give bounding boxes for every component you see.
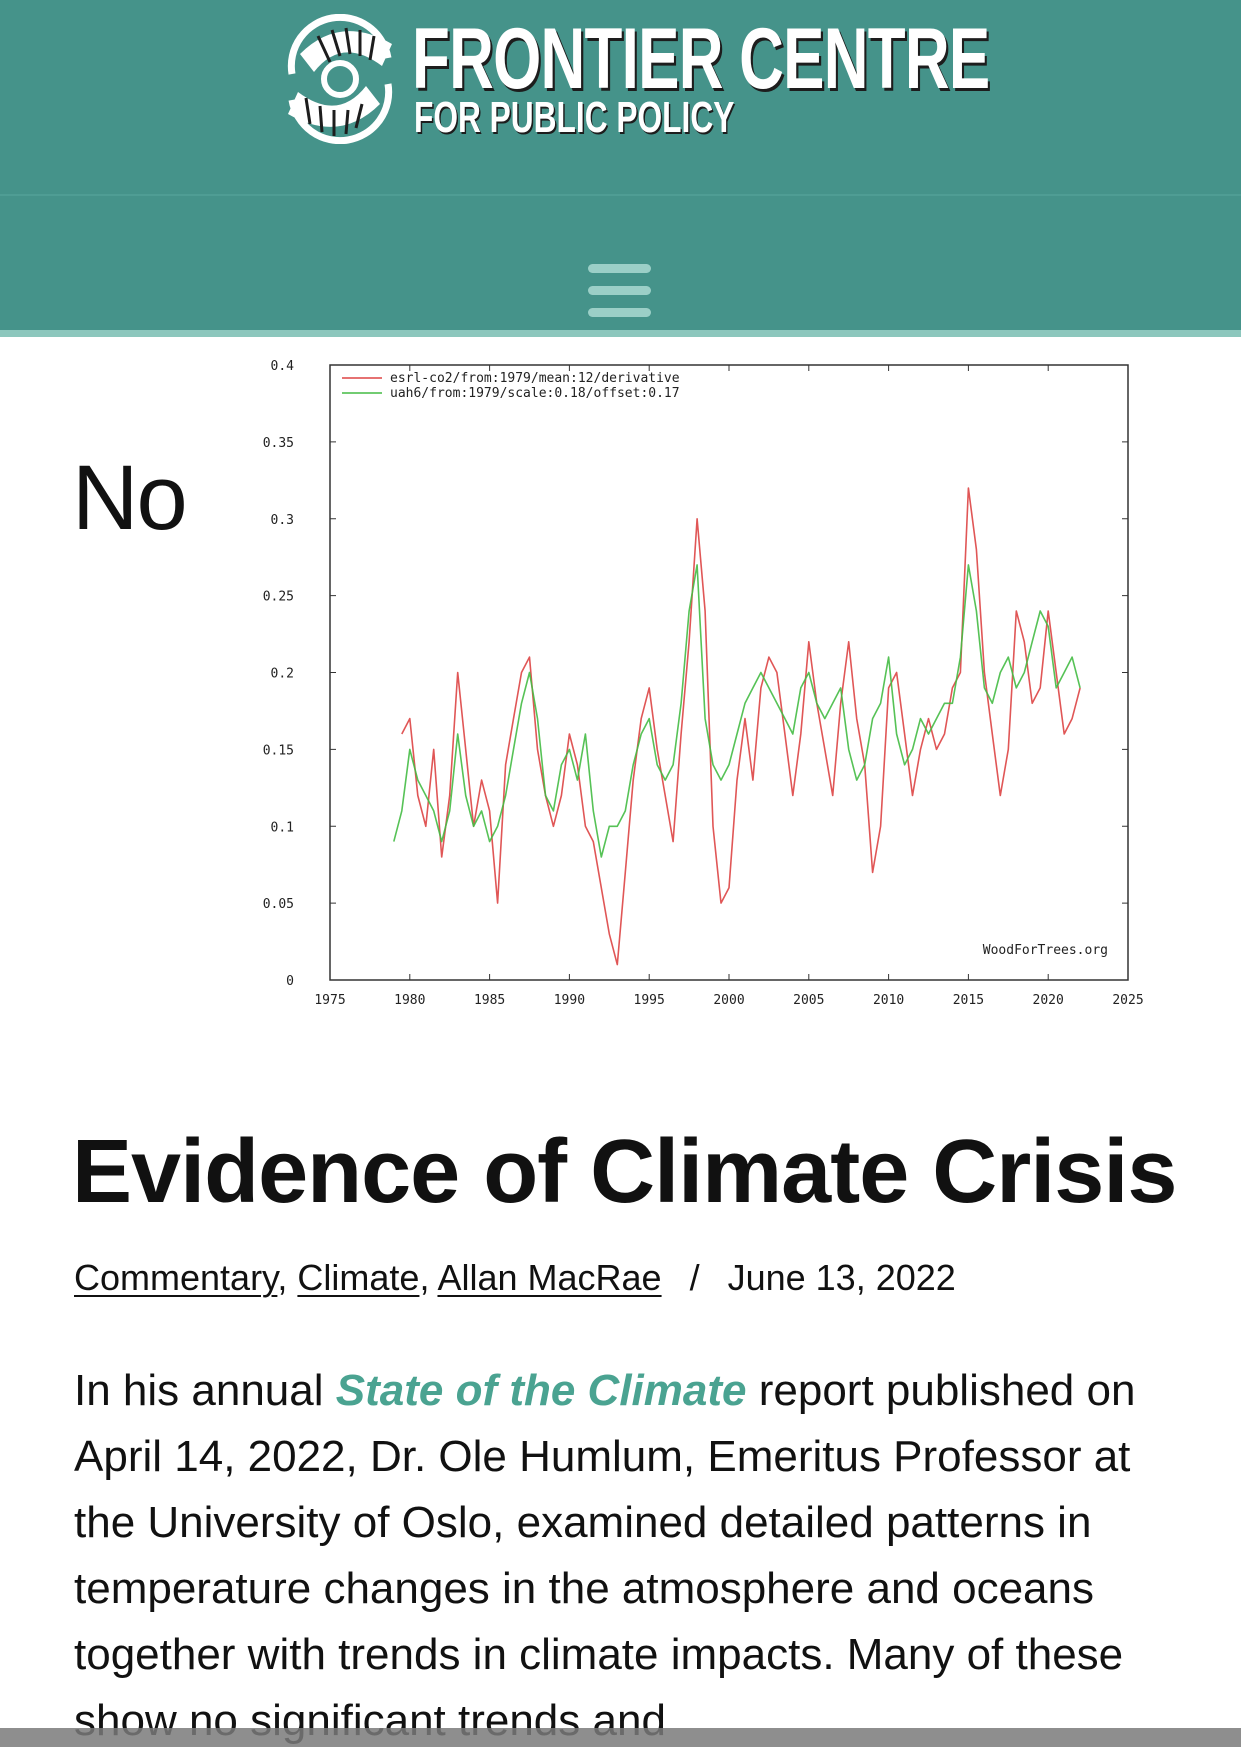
author-link[interactable]: Allan MacRae [437,1257,662,1298]
article-meta: Commentary, Climate, Allan MacRae / June 1… [74,1256,956,1300]
swirl-logo-icon [287,14,393,144]
page-title: Evidence of Climate Crisis [72,1122,1177,1222]
x-tick-label: 1980 [394,993,425,1008]
chart-svg: 0 0.05 0.1 0.15 0.2 0.25 0.3 0.35 0.4 1975 1980 198… [263,359,1144,1008]
featured-chart: 0 0.05 0.1 0.15 0.2 0.25 0.3 0.35 0.4 1975 1980 198… [260,350,1160,1020]
y-tick-label: 0.4 [271,359,295,374]
category-link-climate[interactable]: Climate [297,1257,420,1298]
series-line-0 [401,487,1081,966]
body-text-intro: In his annual [74,1366,336,1415]
x-tick-label: 2020 [1033,993,1064,1008]
x-tick-label: 2010 [873,993,904,1008]
legend-label-0: esrl-co2/from:1979/mean:12/derivative [390,371,680,386]
x-tick-label: 1985 [474,993,505,1008]
series-line-1 [393,564,1081,858]
x-tick-label: 2000 [713,993,744,1008]
x-tick-label: 2025 [1112,993,1143,1008]
y-tick-label: 0.3 [271,513,294,528]
hamburger-menu-icon[interactable] [585,262,655,322]
site-name: FRONTIER CENTRE [412,11,990,107]
y-tick-label: 0.15 [263,743,294,758]
category-link-commentary[interactable]: Commentary [74,1257,278,1298]
nav-bar-edge [0,330,1241,337]
body-text-rest: report published on April 14, 2022, Dr. … [74,1366,1136,1745]
x-tick-label: 1975 [314,993,345,1008]
y-tick-label: 0.05 [263,897,294,912]
x-tick-label: 2015 [953,993,984,1008]
x-tick-label: 1990 [554,993,585,1008]
header-divider [0,194,1241,196]
y-tick-label: 0.35 [263,436,294,451]
site-tagline: FOR PUBLIC POLICY [414,93,735,142]
x-tick-label: 1995 [634,993,665,1008]
y-tick-label: 0.25 [263,590,294,605]
bottom-scroll-bar [0,1728,1241,1747]
report-link[interactable]: State of the Climate [335,1366,747,1415]
publish-date: June 13, 2022 [727,1257,956,1298]
x-tick-label: 2005 [793,993,824,1008]
y-tick-label: 0.1 [271,820,294,835]
chart-watermark: WoodForTrees.org [983,943,1108,958]
featured-image-label: No [72,447,188,549]
y-tick-label: 0.2 [271,667,294,682]
nav-bar [0,196,1241,330]
meta-comma: , [277,1257,298,1298]
legend-label-1: uah6/from:1979/scale:0.18/offset:0.17 [390,386,680,401]
meta-comma: , [419,1257,438,1298]
y-tick-label: 0 [286,974,294,989]
article-body: In his annual State of the Climate repor… [74,1358,1184,1754]
site-logo[interactable]: FRONTIER CENTRE FOR PUBLIC POLICY [270,14,990,144]
site-header [0,0,1241,195]
meta-separator: / [689,1257,700,1298]
